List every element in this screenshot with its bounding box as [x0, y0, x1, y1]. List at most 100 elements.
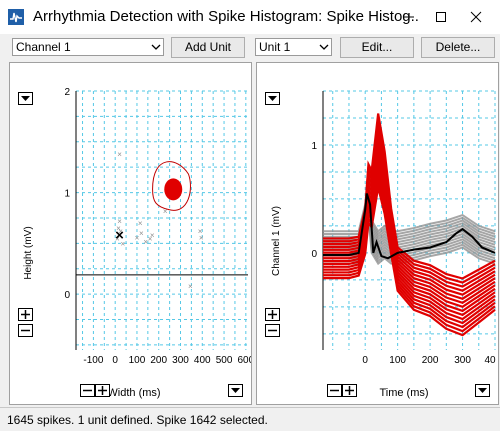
unit-point: ×	[170, 196, 174, 203]
selected-point: ×	[115, 227, 124, 244]
unit-point: ×	[168, 189, 172, 196]
x-tick-label: 300	[172, 355, 189, 366]
x-tick-label: 200	[422, 355, 439, 366]
unclassified-point: ×	[117, 217, 122, 226]
minus-icon	[268, 329, 277, 332]
triangle-down-icon	[231, 387, 240, 393]
triangle-down-icon	[268, 95, 277, 101]
chevron-down-icon	[319, 44, 329, 50]
x-axis-menu-button[interactable]	[475, 384, 490, 397]
y-tick-label: 1	[311, 141, 317, 152]
unclassified-point: ×	[148, 234, 153, 243]
y-zoom-out-button[interactable]	[265, 324, 280, 337]
plus-icon	[21, 310, 30, 319]
channel-select-value: Channel 1	[16, 40, 71, 54]
unclassified-point: ×	[135, 233, 140, 242]
unclassified-point: ×	[118, 227, 123, 236]
scatter-panel: × × × × × × × × × × × × × × × × × × × × × × × × × × × × × Height (mV…	[9, 62, 252, 405]
unclassified-point: ×	[198, 227, 203, 236]
x-tick-label: -100	[83, 355, 103, 366]
status-text: 1645 spikes. 1 unit defined. Spike 1642 …	[7, 413, 268, 427]
x-tick-label: 0	[112, 355, 118, 366]
unit-point: ×	[172, 190, 176, 197]
minus-icon	[21, 329, 30, 332]
add-unit-button[interactable]: Add Unit	[171, 37, 245, 58]
x-tick-label: 200	[150, 355, 167, 366]
y-axis-menu-button[interactable]	[18, 92, 33, 105]
unclassified-point: ×	[117, 150, 122, 159]
plus-icon	[345, 386, 354, 395]
unit-point: ×	[175, 192, 179, 199]
title-bar: Arrhythmia Detection with Spike Histogra…	[0, 0, 500, 35]
x-tick-label: 400	[194, 355, 211, 366]
status-bar: 1645 spikes. 1 unit defined. Spike 1642 …	[0, 407, 500, 431]
x-axis-menu-button[interactable]	[228, 384, 243, 397]
plus-icon	[98, 386, 107, 395]
spike-overlay-chart[interactable]: Channel 1 (mV) Time (ms) 1 0 0 100 200 300 40	[257, 63, 498, 404]
edit-button[interactable]: Edit...	[340, 37, 414, 58]
spike-overlay-panel: Channel 1 (mV) Time (ms) 1 0 0 100 200 300 40	[256, 62, 499, 405]
x-tick-label: 100	[389, 355, 406, 366]
unit-cluster-boundary	[152, 161, 191, 211]
x-tick-label: 40	[484, 355, 496, 366]
unit-point: ×	[173, 195, 177, 202]
x-zoom-out-button[interactable]	[327, 384, 342, 397]
minus-icon	[83, 389, 92, 392]
maximize-icon	[436, 12, 446, 22]
maximize-button[interactable]	[428, 4, 454, 30]
triangle-down-icon	[21, 95, 30, 101]
unit-select-value: Unit 1	[259, 40, 291, 54]
unit-point: ×	[169, 193, 173, 200]
app-icon	[8, 9, 24, 25]
y-axis-label: Height (mV)	[23, 226, 34, 279]
plus-icon	[268, 310, 277, 319]
x-zoom-out-button[interactable]	[80, 384, 95, 397]
minus-icon	[330, 389, 339, 392]
y-zoom-in-button[interactable]	[18, 308, 33, 321]
close-button[interactable]	[463, 4, 489, 30]
selected-spike-trace	[323, 193, 496, 260]
y-tick-label: 0	[311, 249, 317, 260]
y-zoom-out-button[interactable]	[18, 324, 33, 337]
unclassified-point: ×	[120, 239, 125, 248]
unit-select[interactable]: Unit 1	[255, 38, 332, 56]
unclassified-point: ×	[116, 224, 121, 233]
minimize-button[interactable]	[396, 4, 422, 30]
chevron-down-icon	[151, 44, 161, 50]
y-zoom-in-button[interactable]	[265, 308, 280, 321]
triangle-down-icon	[478, 387, 487, 393]
unclassified-point: ×	[115, 234, 120, 243]
close-icon	[470, 11, 482, 23]
unit-point: ×	[174, 180, 178, 187]
delete-button[interactable]: Delete...	[421, 37, 495, 58]
x-tick-label: 100	[129, 355, 146, 366]
unclassified-point: ×	[150, 231, 155, 240]
y-axis-menu-button[interactable]	[265, 92, 280, 105]
x-tick-label: 600	[237, 355, 251, 366]
minimize-icon	[404, 16, 414, 18]
unclassified-point: ×	[163, 207, 168, 216]
toolbar: Channel 1 Add Unit Unit 1 Edit... Delete…	[0, 34, 500, 62]
unit-point: ×	[171, 180, 175, 187]
y-tick-label: 1	[64, 189, 70, 200]
unit-trace	[323, 113, 496, 280]
unit-point: ×	[174, 185, 178, 192]
unit-point: ×	[168, 182, 172, 189]
unit-point: ×	[170, 184, 174, 191]
unclassified-point: ×	[199, 233, 204, 242]
y-axis-label: Channel 1 (mV)	[271, 206, 282, 276]
x-axis-label: Width (ms)	[107, 387, 160, 399]
window-title: Arrhythmia Detection with Spike Histogra…	[33, 8, 418, 25]
x-axis-label: Time (ms)	[379, 387, 428, 399]
y-tick-label: 0	[64, 290, 70, 301]
x-tick-label: 300	[454, 355, 471, 366]
x-zoom-in-button[interactable]	[95, 384, 110, 397]
unclassified-point: ×	[143, 237, 148, 246]
unclassified-point: ×	[188, 282, 193, 291]
x-tick-label: 0	[362, 355, 368, 366]
x-zoom-in-button[interactable]	[342, 384, 357, 397]
unit-point: ×	[172, 182, 176, 189]
unclassified-point: ×	[138, 219, 143, 228]
channel-select[interactable]: Channel 1	[12, 38, 164, 56]
scatter-chart[interactable]: ××××× ×××××××××××× × ××× ×××××××× Height (mV…	[10, 63, 251, 404]
